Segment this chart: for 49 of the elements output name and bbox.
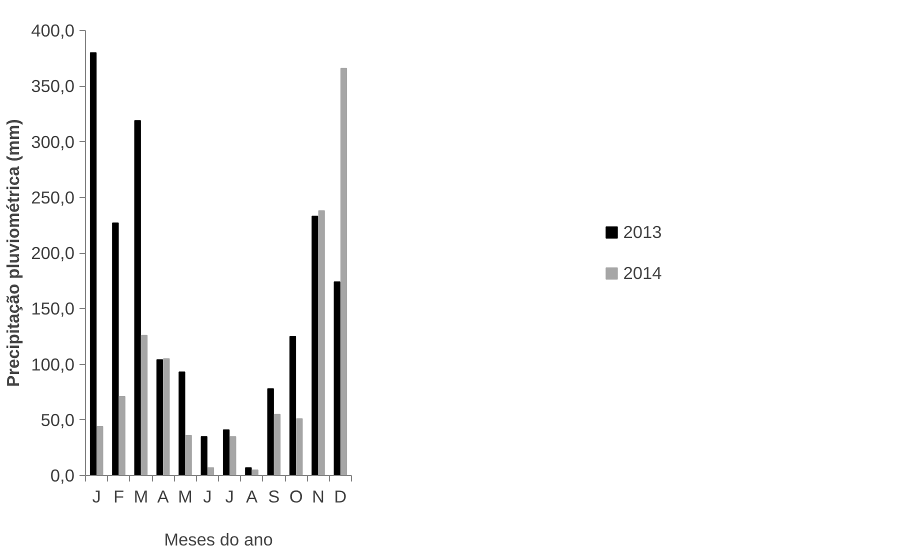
bar <box>267 388 274 476</box>
y-tick-label: 150,0 <box>31 298 75 319</box>
legend-label: 2013 <box>623 222 662 242</box>
bar <box>334 281 340 476</box>
x-tick-label: A <box>246 486 258 506</box>
x-tick-label: D <box>334 486 347 506</box>
bar <box>245 467 252 476</box>
legend-label: 2014 <box>623 262 662 284</box>
x-axis-title: Meses do ano <box>164 530 273 550</box>
y-tick-label: 100,0 <box>31 354 75 374</box>
bar <box>200 436 208 476</box>
bar <box>222 429 230 476</box>
bar <box>185 434 192 476</box>
y-tick-label: 250,0 <box>31 187 75 208</box>
bar <box>140 334 148 476</box>
x-tick-label: S <box>268 486 280 506</box>
x-tick-label: O <box>289 486 303 506</box>
y-tick-label: 50,0 <box>40 410 75 430</box>
y-tick-label: 200,0 <box>31 243 75 263</box>
y-tick-label: 400,0 <box>31 20 75 40</box>
bar <box>156 359 164 476</box>
bar <box>207 467 214 476</box>
bar <box>112 222 119 476</box>
x-tick-label: A <box>157 486 170 506</box>
bar <box>90 52 97 476</box>
bar <box>252 469 258 476</box>
bar <box>274 414 281 476</box>
x-tick-label: M <box>134 486 148 506</box>
bar <box>163 358 170 476</box>
bar <box>289 336 296 476</box>
x-tick-label: J <box>92 486 101 506</box>
y-tick-label: 350,0 <box>31 76 75 96</box>
bar <box>296 418 303 476</box>
bar <box>230 436 236 476</box>
bar <box>178 372 186 476</box>
bar <box>340 68 348 476</box>
x-tick-label: N <box>312 486 325 506</box>
bar <box>118 396 126 476</box>
bar <box>318 210 325 476</box>
x-tick-label: M <box>178 486 192 506</box>
bar <box>312 216 318 476</box>
y-tick-label: 300,0 <box>31 132 75 152</box>
x-tick-label: F <box>113 486 124 506</box>
y-axis-title: Precipitação pluviométrica (mm) <box>3 119 24 387</box>
x-tick-label: J <box>203 486 212 506</box>
bar <box>96 426 104 476</box>
x-tick-label: J <box>225 486 234 506</box>
y-tick-label: 0,0 <box>50 466 75 486</box>
bar <box>134 120 141 476</box>
